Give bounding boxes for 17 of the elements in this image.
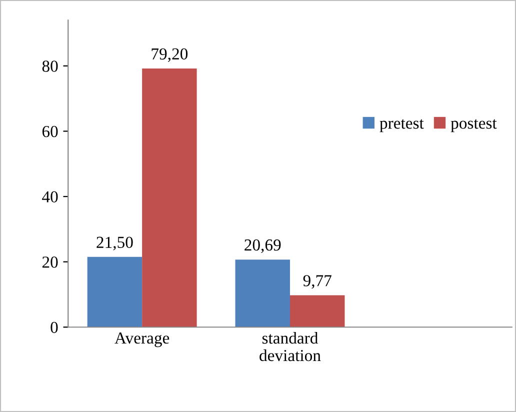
legend-label: pretest (380, 119, 424, 132)
bar (142, 68, 197, 328)
data-label: 9,77 (303, 275, 332, 289)
data-label: 20,69 (244, 239, 281, 254)
y-tick-label: 0 (50, 322, 58, 334)
y-tick-label: 40 (42, 191, 58, 202)
y-tick-label: 60 (42, 126, 58, 138)
data-label: 21,50 (96, 236, 133, 250)
legend-label: postest (450, 119, 497, 132)
bar (290, 295, 345, 328)
x-tick-label: Average (114, 332, 170, 348)
x-tick-label: standard deviation (260, 332, 321, 362)
data-label: 79,20 (152, 48, 188, 62)
bar (87, 256, 142, 328)
bar (235, 260, 290, 328)
y-tick-label: 20 (42, 256, 58, 268)
y-tick-label: 80 (42, 60, 58, 72)
